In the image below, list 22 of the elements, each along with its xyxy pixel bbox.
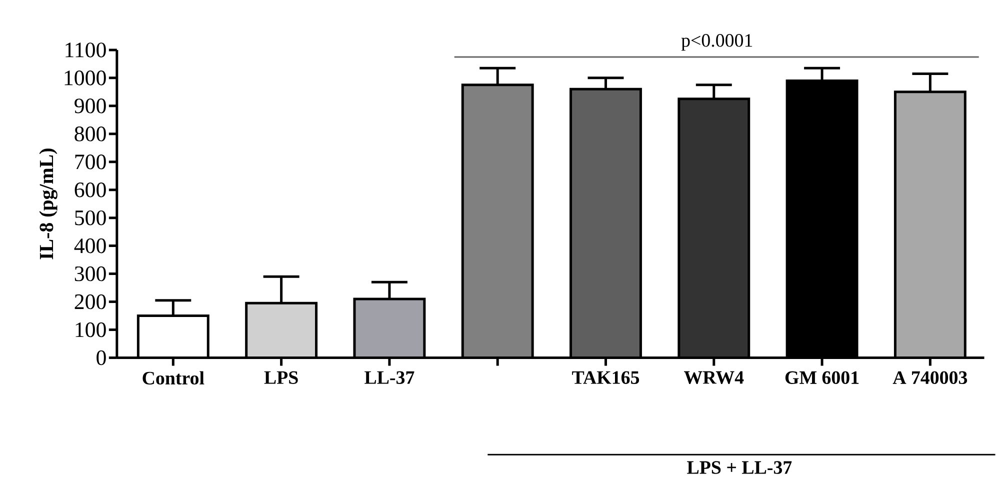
text: LPS + LL-37: [687, 461, 792, 474]
y-tick-label: 200: [74, 294, 106, 310]
x-tick-label: A 740003: [892, 371, 968, 384]
x-tick-label: Control: [142, 371, 204, 385]
y-tick-label: 300: [74, 266, 106, 282]
x-tick-label: WRW4: [684, 371, 744, 384]
x-tick-label: LPS: [264, 371, 298, 384]
y-tick-label: 900: [74, 98, 106, 114]
y-tick-label: 100: [76, 322, 106, 338]
y-tick-label: 800: [74, 126, 106, 142]
x-tick-label: GM 6001: [785, 371, 859, 384]
annotation: p<0.0001: [681, 34, 752, 51]
y-axis-title: IL-8 (pg/mL): [39, 148, 58, 260]
y-tick-label: 500: [75, 210, 106, 226]
y-tick-label: 1100: [66, 42, 106, 58]
y-tick-label: 600: [74, 182, 106, 198]
x-tick-label: TAK165: [572, 371, 640, 384]
x-tick-label: LL-37: [364, 371, 414, 384]
y-tick-label: 700: [75, 154, 106, 170]
y-tick-label: 0: [96, 350, 106, 366]
y-tick-label: 1000: [64, 70, 106, 86]
y-tick-label: 400: [74, 238, 106, 254]
